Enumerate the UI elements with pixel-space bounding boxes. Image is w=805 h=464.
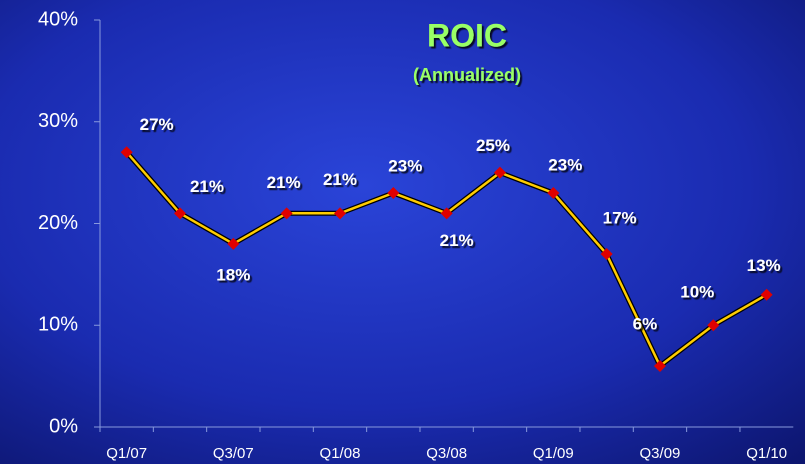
- marker: [653, 359, 666, 372]
- data-label: 21%: [267, 173, 301, 192]
- marker: [280, 207, 293, 220]
- marker: [120, 146, 133, 159]
- marker: [440, 207, 453, 220]
- x-tick-label: Q3/08: [426, 445, 467, 462]
- x-tick-label: Q1/10: [746, 445, 787, 462]
- data-label: 21%: [190, 177, 224, 196]
- x-tick-label: Q1/08: [320, 445, 361, 462]
- data-label: 21%: [440, 231, 474, 250]
- chart-title: ROIC: [427, 17, 507, 53]
- data-label: 6%: [633, 314, 658, 333]
- marker: [760, 288, 773, 301]
- y-tick-label: 20%: [38, 212, 78, 234]
- data-label: 23%: [388, 156, 422, 175]
- chart-subtitle: (Annualized): [413, 65, 521, 85]
- marker: [547, 186, 560, 199]
- marker: [493, 166, 506, 179]
- x-tick-label: Q1/09: [533, 445, 574, 462]
- y-tick-label: 10%: [38, 314, 78, 336]
- data-label: 27%: [140, 115, 174, 134]
- y-tick-label: 30%: [38, 110, 78, 132]
- marker: [333, 207, 346, 220]
- data-label: 23%: [548, 155, 582, 174]
- marker: [173, 207, 186, 220]
- marker: [707, 319, 720, 332]
- x-tick-label: Q1/07: [106, 445, 147, 462]
- marker: [600, 248, 613, 261]
- data-label: 13%: [747, 256, 781, 275]
- data-label: 17%: [603, 209, 637, 228]
- x-tick-label: Q3/09: [640, 445, 681, 462]
- y-tick-label: 0%: [49, 415, 78, 437]
- marker: [227, 237, 240, 250]
- data-label: 21%: [323, 170, 357, 189]
- data-label: 25%: [476, 136, 510, 155]
- y-tick-label: 40%: [38, 8, 78, 30]
- marker: [387, 186, 400, 199]
- data-label: 18%: [216, 265, 250, 284]
- x-tick-label: Q3/07: [213, 445, 254, 462]
- data-label: 10%: [680, 283, 714, 302]
